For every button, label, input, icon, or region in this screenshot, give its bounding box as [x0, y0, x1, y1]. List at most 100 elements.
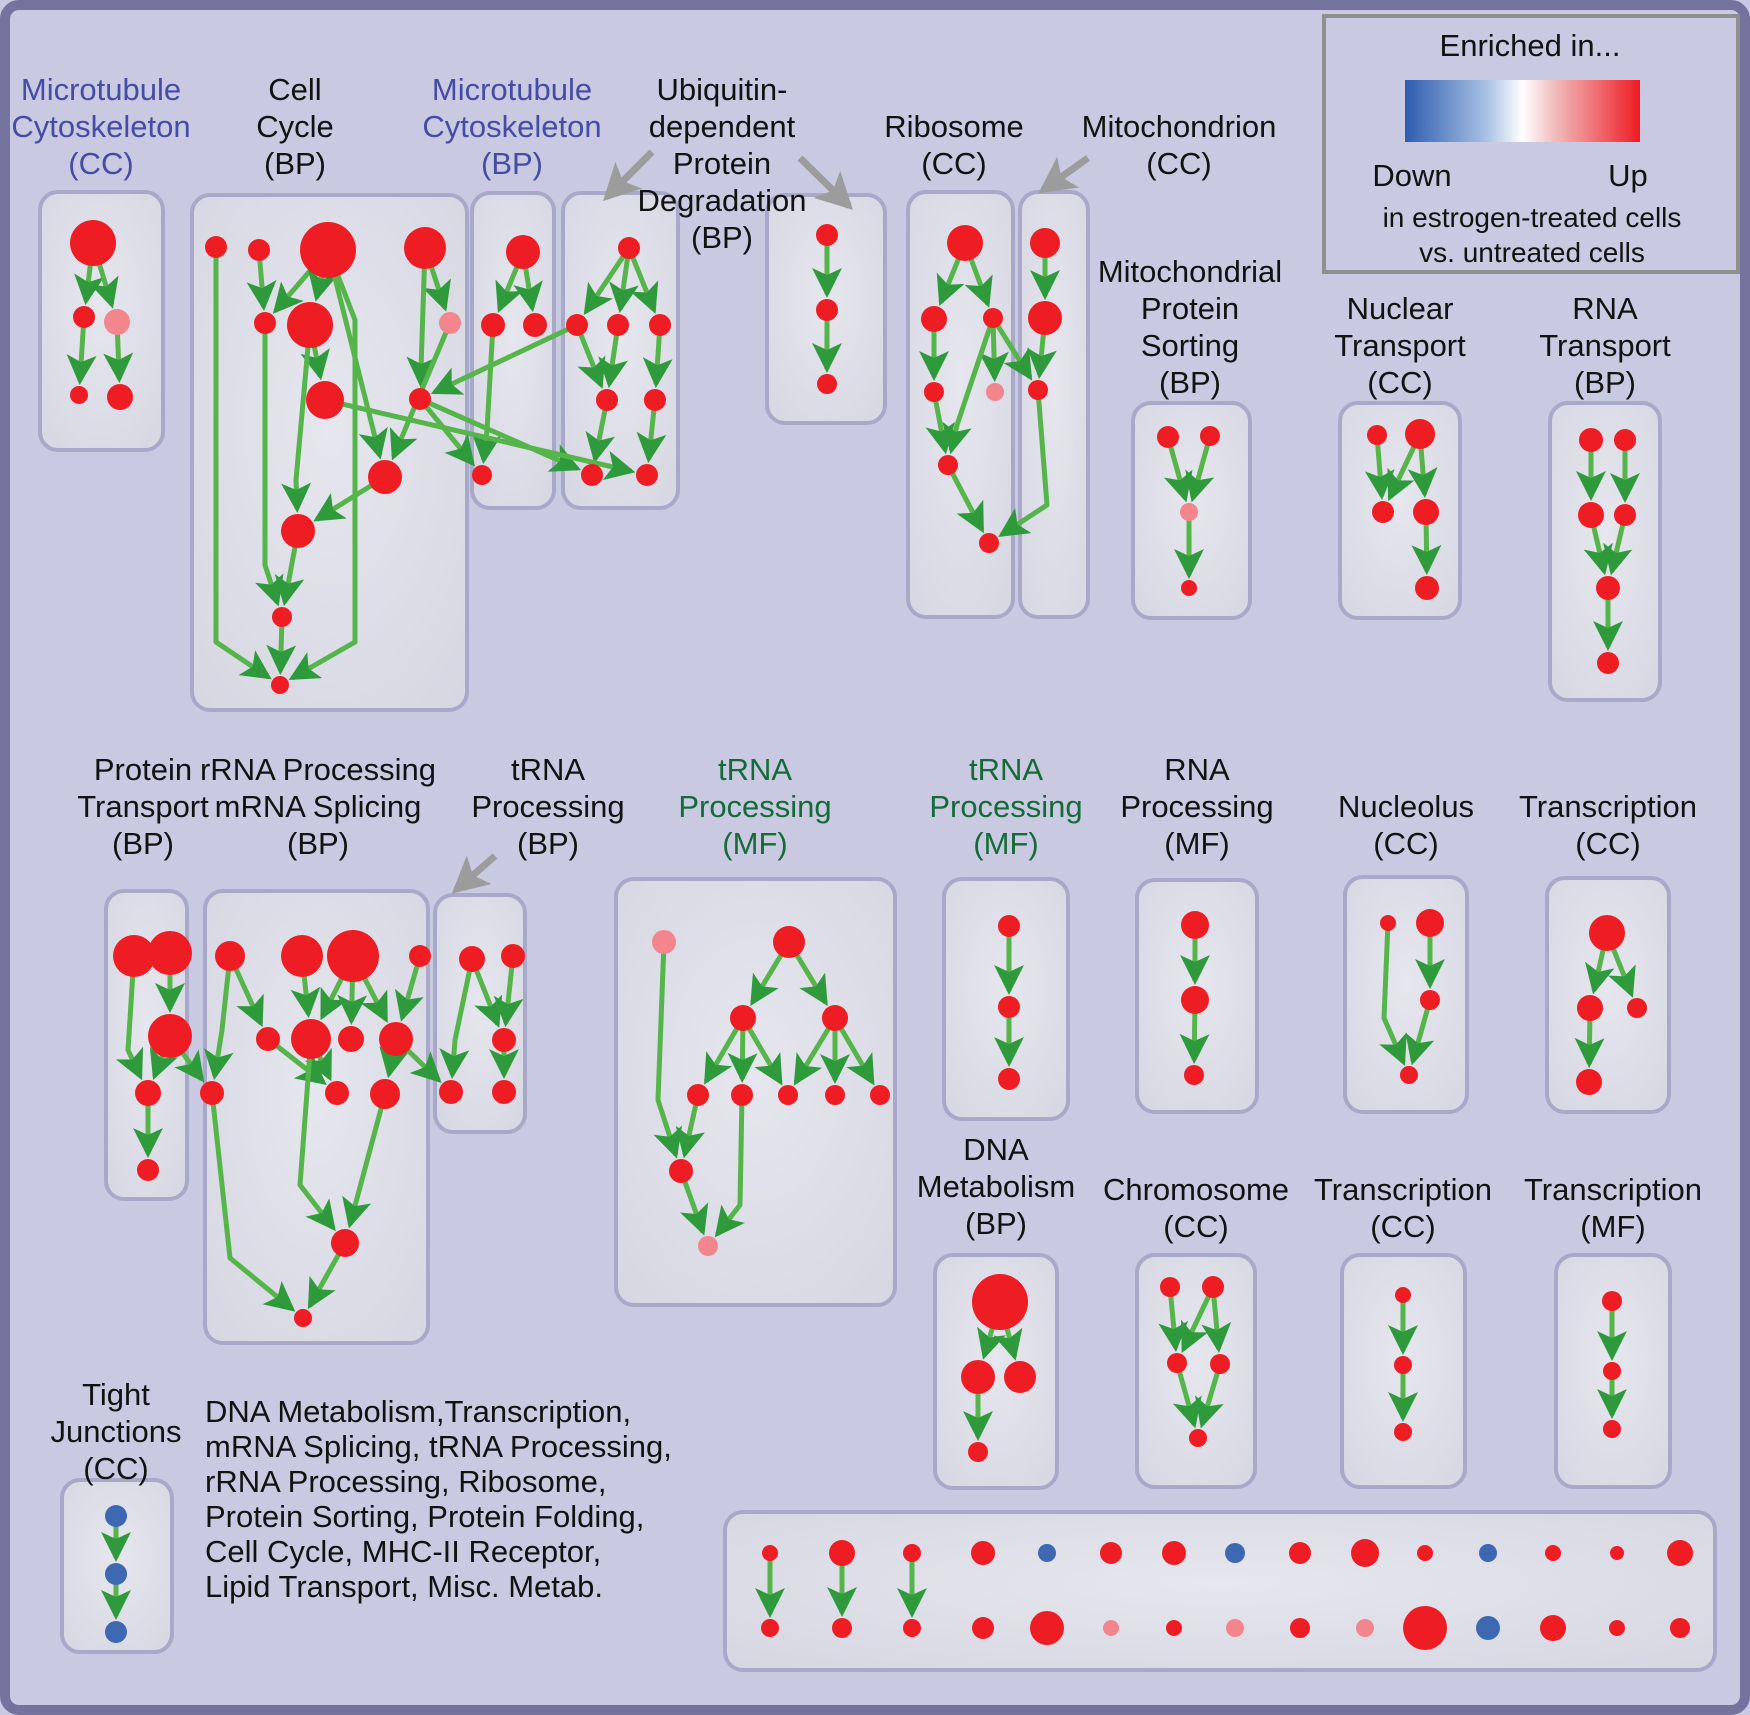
- node-u4-red: [649, 314, 671, 336]
- edge-s1-s3: [1163, 445, 1193, 503]
- label-rrna-processing-mrna-splicing-bp-line-2: (BP): [287, 826, 349, 861]
- edge-m1-m2: [74, 264, 104, 306]
- node-c7-pink: [439, 312, 461, 334]
- node-q3-red: [327, 930, 379, 982]
- label-ubiquitin-degradation-bp-line-4: (BP): [691, 220, 753, 255]
- edge-c3-c13: [288, 274, 358, 681]
- node-q4-red: [409, 945, 431, 967]
- pointer-to-trna-bp-box: [451, 853, 498, 894]
- label-transcription-cc-row3-line-1: (CC): [1370, 1209, 1435, 1244]
- edge-v3-v5: [1583, 526, 1613, 576]
- label-trna-processing-mf-large-line-1: Processing: [678, 789, 831, 824]
- node-b1-blue: [105, 1505, 127, 1527]
- edge-h2-h3: [1179, 1012, 1210, 1064]
- node-c5-red: [254, 312, 276, 334]
- node-h2-red: [1181, 986, 1209, 1014]
- node-c9-red: [409, 388, 431, 410]
- edge-q12-q13: [307, 1253, 341, 1310]
- node-x5-red: [1189, 1429, 1207, 1447]
- label-cell-cycle-bp-line-1: Cycle: [256, 109, 334, 144]
- legend-up-label: Up: [1608, 158, 1648, 193]
- node-a11-red: [1417, 1545, 1433, 1561]
- label-trna-processing-bp-line-1: Processing: [471, 789, 624, 824]
- edge-u1-u2: [583, 254, 626, 316]
- edge-j3-j4: [1405, 1007, 1435, 1066]
- edge-n4-n5: [1411, 523, 1442, 576]
- edge-m2-m4: [66, 326, 97, 386]
- label-microtubule-cytoskeleton-bp-line-2: (BP): [481, 146, 543, 181]
- node-u6-red: [644, 389, 666, 411]
- edge-o3-r7: [998, 398, 1050, 537]
- node-a23-pink: [1226, 1619, 1244, 1637]
- edge-f6-f11: [714, 1104, 746, 1238]
- label-transcription-mf-line-0: Transcription: [1524, 1172, 1702, 1207]
- label-nuclear-transport-cc-line-0: Nuclear: [1347, 291, 1454, 326]
- node-y2-red: [1394, 1356, 1412, 1374]
- edge-q8-w4: [405, 1048, 442, 1083]
- node-m5-red: [107, 384, 133, 410]
- node-e3-red: [1004, 1361, 1036, 1393]
- legend-box: [1322, 14, 1740, 274]
- label-mitochondrion-cc-line-1: (CC): [1146, 146, 1211, 181]
- node-q1-red: [215, 941, 245, 971]
- node-s2-red: [1200, 426, 1220, 446]
- node-q13-red: [294, 1309, 312, 1327]
- node-y1-red: [1395, 1287, 1411, 1303]
- node-k1-red: [1589, 915, 1625, 951]
- node-n4-red: [1413, 499, 1439, 525]
- node-a18-red: [903, 1619, 921, 1637]
- node-w2-red: [501, 944, 525, 968]
- label-trna-processing-mf-small-line-1: Processing: [929, 789, 1082, 824]
- node-a2-red: [829, 1540, 855, 1566]
- node-x1-red: [1160, 1277, 1180, 1297]
- node-n1-red: [1367, 425, 1387, 445]
- label-nuclear-transport-cc-line-1: Transport: [1334, 328, 1466, 363]
- node-x3-red: [1167, 1353, 1187, 1373]
- edge-t1-t2: [495, 265, 524, 313]
- edge-q6-q10: [304, 1047, 332, 1082]
- label-protein-transport-bp-line-0: Protein: [94, 752, 192, 787]
- node-j4-red: [1400, 1066, 1418, 1084]
- label-protein-transport-bp-line-1: Transport: [77, 789, 209, 824]
- node-a24-red: [1290, 1618, 1310, 1638]
- node-c4-red: [404, 227, 446, 269]
- label-tight-junctions-cc-line-1: Junctions: [51, 1414, 182, 1449]
- node-a30-red: [1670, 1618, 1690, 1638]
- node-s1-red: [1157, 426, 1179, 448]
- edge-v4-v5: [1603, 524, 1633, 576]
- edge-r6-r7: [949, 471, 985, 534]
- node-x4-red: [1210, 1354, 1230, 1374]
- edge-w2-w3: [493, 966, 524, 1028]
- node-w1-red: [459, 946, 485, 972]
- label-microtubule-cytoskeleton-bp-line-0: Microtubule: [432, 72, 592, 107]
- edge-q11-q12: [342, 1106, 384, 1229]
- label-trna-processing-mf-large-line-2: (MF): [722, 826, 787, 861]
- edge-u1-u4: [630, 256, 659, 314]
- label-trna-processing-mf-small-line-2: (MF): [973, 826, 1038, 861]
- label-mitochondrion-cc-line-0: Mitochondrion: [1082, 109, 1277, 144]
- label-rna-transport-bp-line-1: Transport: [1539, 328, 1671, 363]
- node-a21-pink: [1103, 1620, 1119, 1636]
- node-u8-red: [636, 464, 658, 486]
- edge-f4-f7: [793, 1026, 831, 1086]
- node-a26-red: [1403, 1606, 1447, 1650]
- label-ribosome-cc-line-0: Ribosome: [884, 109, 1024, 144]
- edge-c12-c13: [266, 625, 297, 676]
- label-mitochondrial-protein-sorting-bp-line-3: (BP): [1159, 365, 1221, 400]
- node-f2-red: [773, 926, 805, 958]
- edge-f2-f4: [794, 953, 828, 1007]
- node-j3-red: [1420, 990, 1440, 1010]
- edge-c9-t4: [424, 405, 476, 467]
- label-chromosome-cc-line-0: Chromosome: [1103, 1172, 1289, 1207]
- node-n3-red: [1372, 501, 1394, 523]
- edge-r1-r3: [964, 258, 993, 308]
- node-e1-red: [972, 1274, 1028, 1330]
- edge-q1-q9: [203, 969, 234, 1081]
- label-transcription-mf-line-1: (MF): [1580, 1209, 1645, 1244]
- edge-f3-f7: [746, 1027, 783, 1086]
- node-f1-pink: [652, 930, 676, 954]
- edge-k1-k3: [1607, 947, 1636, 998]
- label-ribosome-cc-line-1: (CC): [921, 146, 986, 181]
- label-microtubule-cytoskeleton-cc-line-1: Cytoskeleton: [11, 109, 190, 144]
- edge-q3-q8: [360, 977, 389, 1024]
